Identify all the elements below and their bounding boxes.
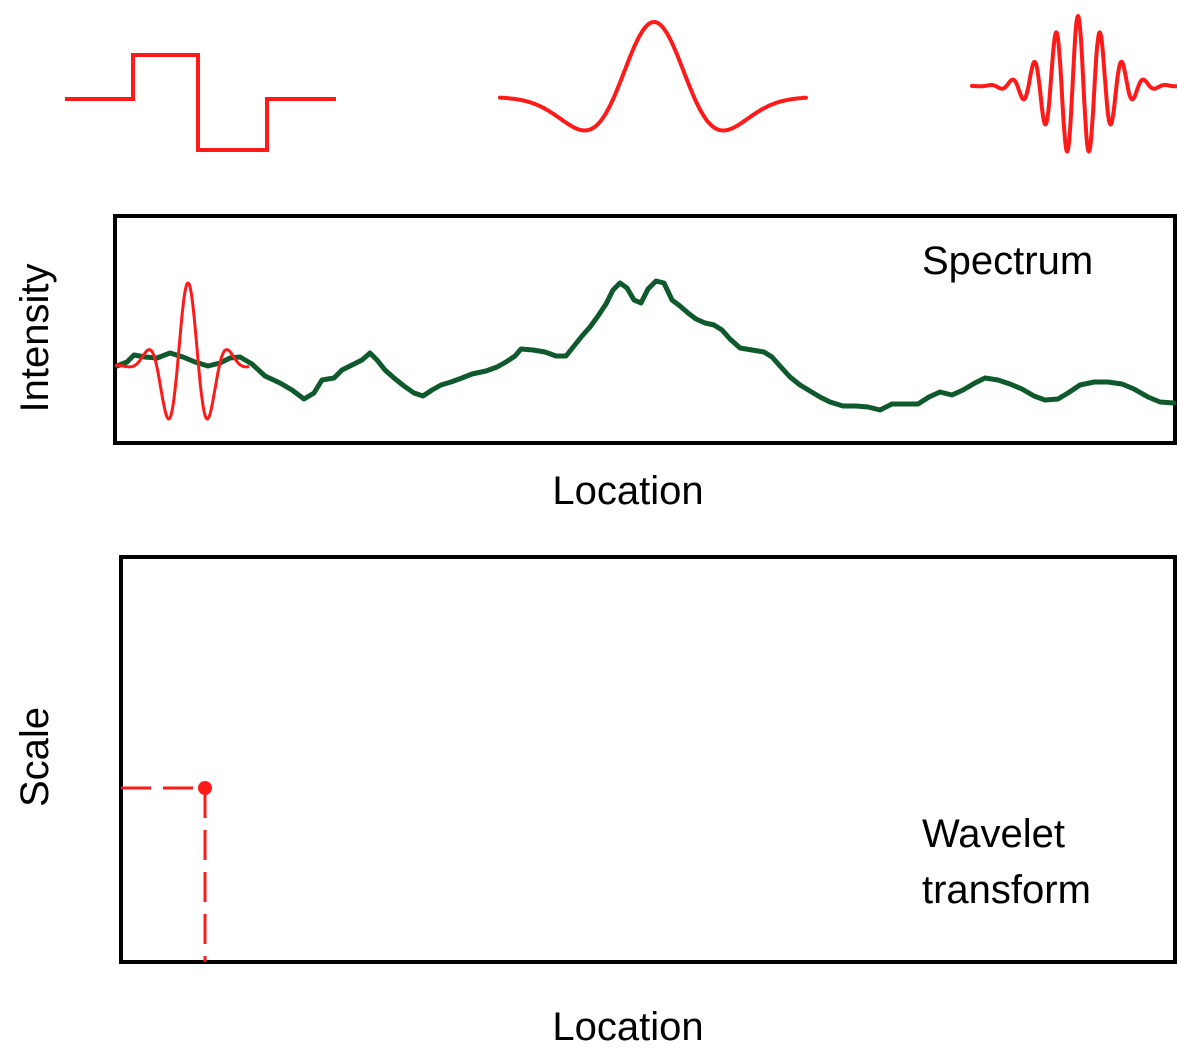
spectrum-curve (114, 278, 1177, 413)
spectrum-title: Spectrum (922, 239, 1093, 283)
spectrum-location-label: Location (552, 469, 703, 513)
wavelet-transform-title-line1: Wavelet (922, 812, 1065, 856)
wavelet-location-label: Location (552, 1005, 703, 1048)
coefficient-marker (198, 781, 212, 795)
mexican-hat-wavelet (498, 20, 808, 133)
wavelet-transform-title-line2: transform (922, 868, 1091, 912)
intensity-axis-label: Intensity (13, 264, 57, 413)
scale-axis-label: Scale (13, 707, 57, 807)
spectrum-plot-frame (113, 214, 1177, 445)
wavelet-transform-frame (119, 555, 1177, 964)
overlaid-morlet-wavelet (115, 281, 250, 421)
haar-wavelet (65, 53, 336, 152)
morlet-wavelet (970, 14, 1177, 154)
